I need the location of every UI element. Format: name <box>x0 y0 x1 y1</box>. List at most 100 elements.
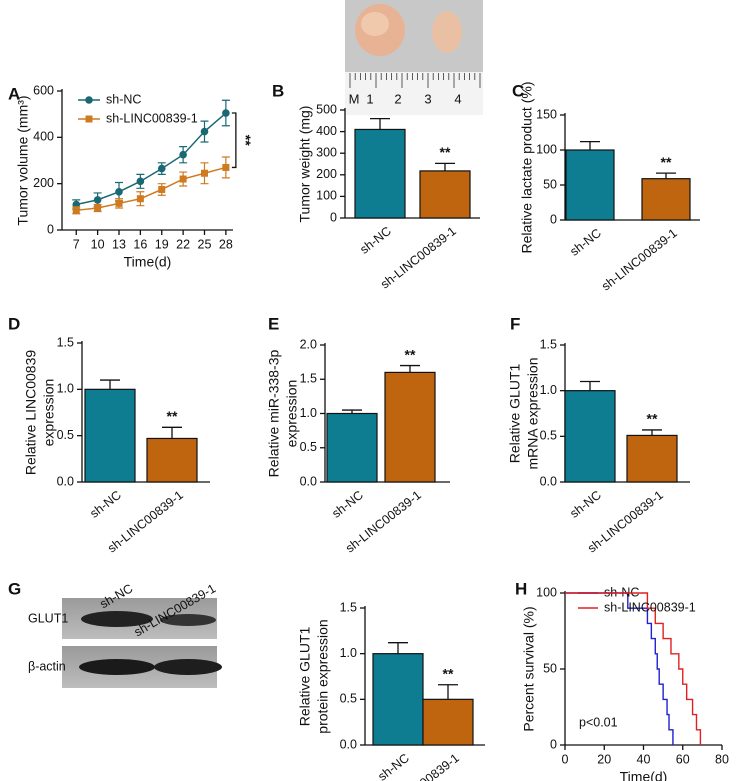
marker <box>157 164 166 173</box>
x-tick-label: sh-NC <box>329 488 366 521</box>
x-tick-label: 19 <box>155 237 169 251</box>
y-axis-label: Tumor weight (mg) <box>297 106 313 223</box>
x-tick-label: 40 <box>637 752 651 766</box>
y-tick-label: 0.5 <box>340 692 357 706</box>
legend-label: sh-NC <box>106 92 141 106</box>
bar <box>326 412 378 483</box>
tumor-photo <box>345 0 483 115</box>
y-tick-label: 1.5 <box>300 372 317 386</box>
y-tick-label: 150 <box>536 107 557 121</box>
significance: ** <box>238 135 254 146</box>
y-tick-label: 1.0 <box>300 406 317 420</box>
error-bar <box>656 172 676 179</box>
y-tick-label: 0 <box>550 212 557 226</box>
panel-label: G <box>8 579 21 598</box>
y-tick-label: 0.5 <box>540 429 557 443</box>
panel-label: E <box>268 314 279 333</box>
error-bar <box>642 429 662 436</box>
y-tick-label: 0 <box>47 222 54 236</box>
y-tick-label: 1.5 <box>540 337 557 351</box>
x-tick-label: 0 <box>562 752 569 766</box>
y-tick-label: 1.5 <box>57 335 74 349</box>
x-tick-label: 13 <box>112 237 126 251</box>
ruler-label: 3 <box>424 91 431 106</box>
y-axis-label: Relative LINC00839 <box>23 350 39 476</box>
y-axis-label: mRNA expression <box>525 357 541 469</box>
bar <box>626 434 678 483</box>
marker <box>201 169 208 177</box>
y-axis-label: protein expression <box>315 619 331 733</box>
x-tick-label: 10 <box>91 237 105 251</box>
marker <box>136 177 145 186</box>
panel-label: C <box>512 81 524 100</box>
y-tick-label: 0 <box>550 737 557 751</box>
y-tick-label: 0.0 <box>300 474 317 488</box>
bar <box>354 128 406 219</box>
y-tick-label: 100 <box>536 142 557 156</box>
y-axis-label: Relative miR-338-3p <box>266 349 282 477</box>
y-tick-label: 0.0 <box>57 474 74 488</box>
bar <box>384 371 436 483</box>
y-tick-label: 0.0 <box>340 737 357 751</box>
x-tick-label: sh-NC <box>87 488 124 521</box>
error-bar <box>435 162 455 171</box>
western-blot <box>62 598 222 688</box>
legend-label: sh-LINC00839-1 <box>604 600 696 614</box>
legend-label: sh-NC <box>604 585 639 599</box>
x-axis-label: Time(d) <box>124 254 172 270</box>
y-tick-label: 1.5 <box>340 600 357 614</box>
x-axis-label: Time(d) <box>620 769 668 781</box>
y-tick-label: 0.5 <box>300 440 317 454</box>
marker <box>222 163 230 171</box>
significance: ** <box>661 154 672 170</box>
ruler-label: 1 <box>366 91 373 106</box>
legend-marker <box>85 115 93 123</box>
x-tick-label: 20 <box>597 752 611 766</box>
y-tick-label: 400 <box>316 124 337 138</box>
x-tick-label: sh-NC <box>375 751 412 781</box>
y-tick-label: 1.0 <box>540 383 557 397</box>
marker <box>93 196 102 204</box>
marker <box>200 127 209 136</box>
bar <box>372 653 424 746</box>
error-bar <box>388 642 408 654</box>
y-tick-label: 500 <box>316 102 337 116</box>
annotation: p<0.01 <box>579 715 618 729</box>
x-tick-label: 7 <box>73 237 80 251</box>
bar <box>419 170 471 219</box>
marker <box>115 199 123 207</box>
survival-line <box>565 592 674 745</box>
x-tick-label: 60 <box>676 752 690 766</box>
y-axis-label: Relative lactate product (%) <box>519 82 535 254</box>
legend-label: sh-LINC00839-1 <box>106 111 198 125</box>
bar <box>565 149 615 221</box>
ruler-label: M <box>349 91 360 106</box>
error-bar <box>400 364 420 373</box>
line <box>76 112 227 206</box>
bar <box>564 390 616 483</box>
x-tick-label: 25 <box>198 237 212 251</box>
survival-line <box>565 592 702 745</box>
significance: ** <box>167 408 178 424</box>
error-bar <box>438 684 458 700</box>
y-axis-label: expression <box>41 379 57 447</box>
x-tick-label: 22 <box>176 237 190 251</box>
marker <box>222 109 230 117</box>
x-tick-label: sh-NC <box>357 224 394 257</box>
significance: ** <box>405 346 416 362</box>
y-tick-label: 0 <box>330 210 337 224</box>
y-axis-label: expression <box>284 380 300 448</box>
marker <box>94 204 102 212</box>
error-bar <box>580 380 600 391</box>
bar <box>146 437 198 483</box>
y-axis-label: Relative GLUT1 <box>507 363 523 463</box>
y-axis-label: Tumor volume (mm³) <box>15 95 31 225</box>
y-tick-label: 200 <box>33 176 54 190</box>
y-axis-label: Relative GLUT1 <box>297 626 313 726</box>
y-tick-label: 1.0 <box>340 646 357 660</box>
y-tick-label: 0.5 <box>57 428 74 442</box>
line <box>76 166 227 212</box>
error-bar <box>370 117 390 130</box>
y-tick-label: 400 <box>33 130 54 144</box>
